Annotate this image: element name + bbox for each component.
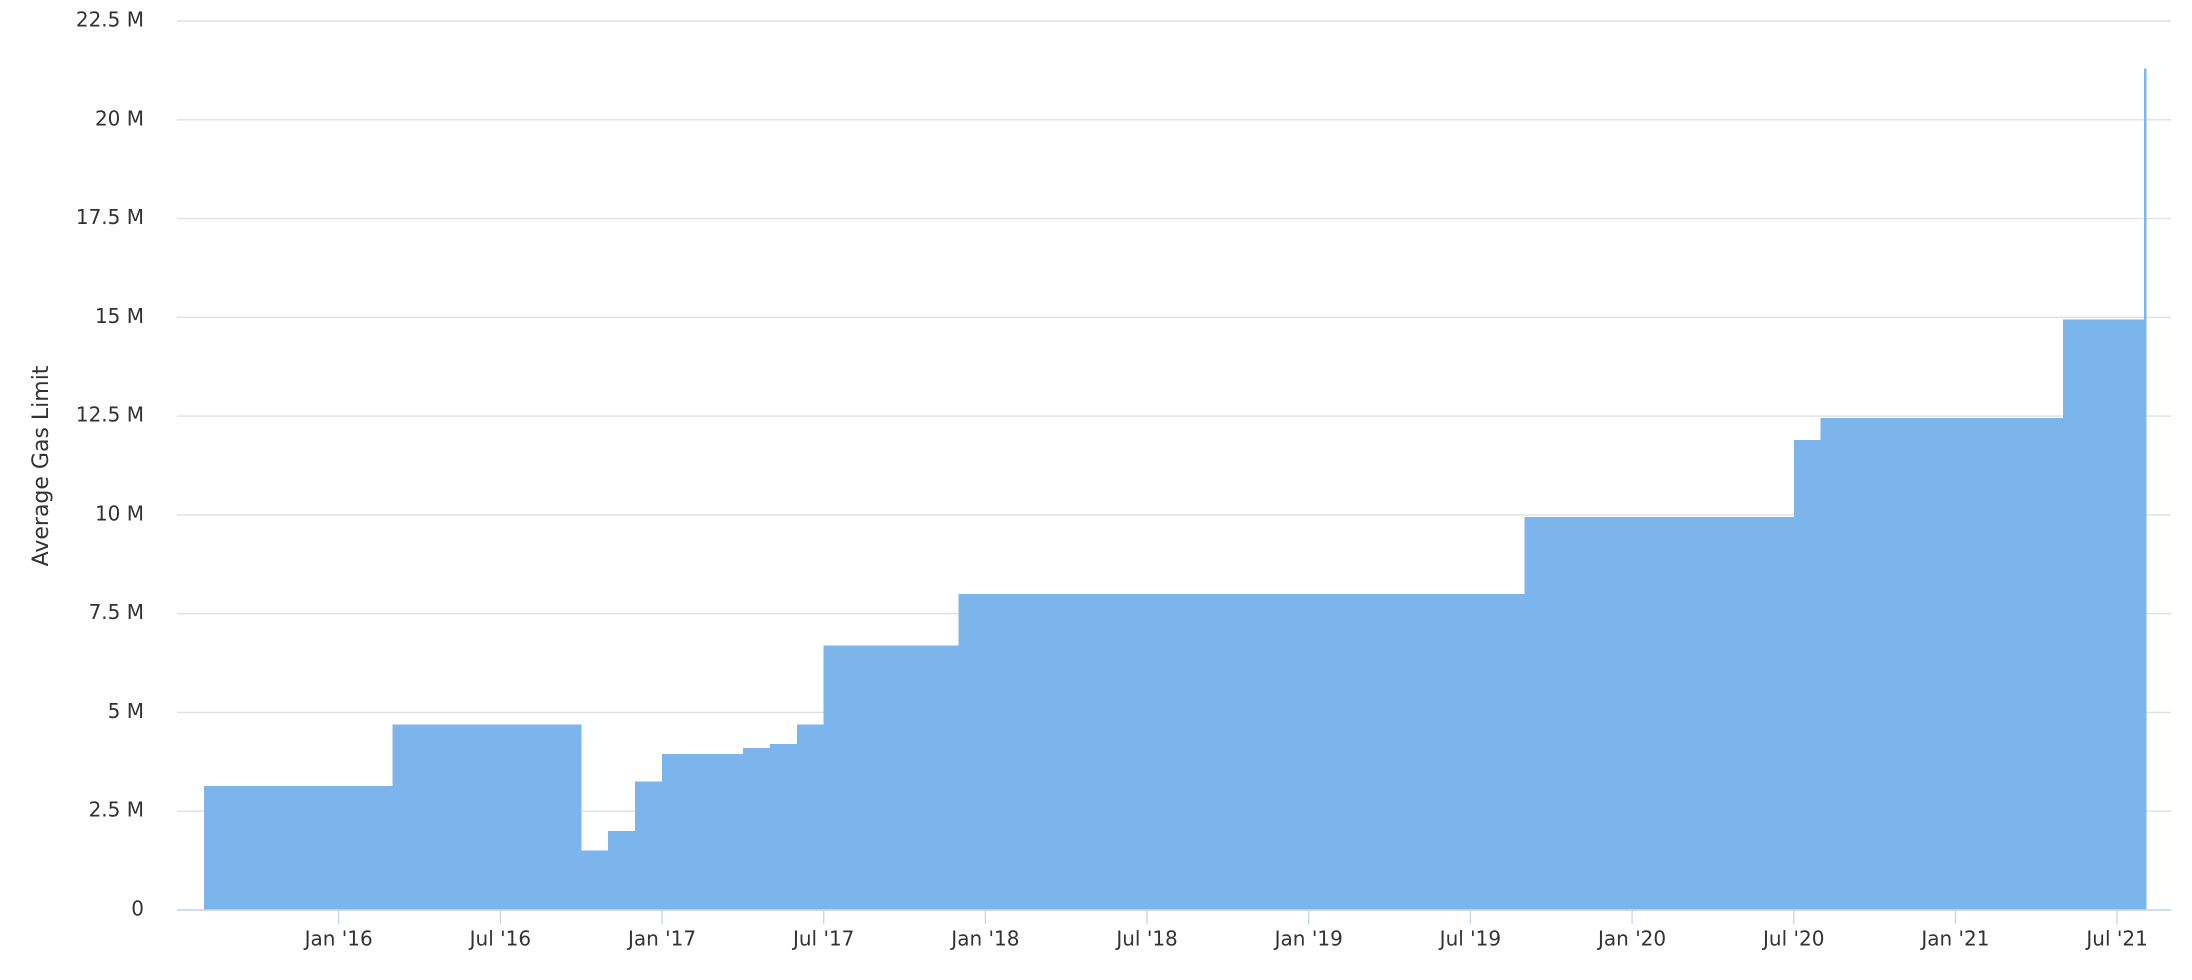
area-segment: [742, 748, 771, 910]
x-tick-label: Jan '21: [1919, 927, 1989, 951]
area-segment: [1093, 593, 1121, 910]
area-segment: [527, 724, 555, 910]
area-segment: [1632, 516, 1660, 910]
area-segment: [257, 785, 286, 910]
y-tick-label: 20 M: [95, 106, 144, 130]
area-segment: [1416, 593, 1444, 910]
area-segment: [1551, 516, 1579, 910]
y-tick-label: 5 M: [108, 699, 144, 723]
area-segment: [554, 724, 582, 910]
area-segment: [1362, 593, 1391, 910]
area-segment: [1928, 418, 1956, 910]
x-tick-label: Jul '19: [1438, 927, 1501, 951]
area-segment: [1712, 516, 1741, 910]
area-segment: [1012, 593, 1040, 910]
x-tick-label: Jan '18: [949, 927, 1019, 951]
area-segment: [1497, 593, 1525, 910]
area-segment: [1524, 516, 1552, 910]
area-segment: [1739, 516, 1768, 910]
area-segment: [1901, 418, 1929, 910]
area-segment: [2063, 319, 2091, 910]
area-segment: [1578, 516, 1606, 910]
y-tick-label: 22.5 M: [76, 8, 144, 32]
area-segment: [958, 593, 986, 910]
area-segment: [1443, 593, 1471, 910]
area-segment: [581, 850, 609, 910]
area-segment: [311, 785, 340, 910]
area-segment: [715, 753, 744, 910]
area-segment: [1066, 593, 1094, 910]
area-segment: [1874, 418, 1903, 910]
y-tick-label: 12.5 M: [76, 403, 144, 427]
area-segment: [931, 645, 959, 910]
area-segment: [338, 785, 367, 910]
area-segment: [1254, 593, 1283, 910]
area-segment: [662, 753, 690, 910]
area-segment: [1174, 593, 1202, 910]
area-segment: [1955, 418, 1983, 910]
area-segment: [1335, 593, 1364, 910]
area-segment: [419, 724, 447, 910]
x-tick-label: Jul '20: [1761, 927, 1824, 951]
x-tick-label: Jul '16: [468, 927, 531, 951]
area-segment: [1308, 593, 1337, 910]
y-axis-title: Average Gas Limit: [29, 365, 54, 566]
y-tick-label: 7.5 M: [89, 600, 144, 624]
area-segment: [1470, 593, 1498, 910]
x-tick-label: Jan '20: [1596, 927, 1666, 951]
area-segment: [2144, 68, 2147, 910]
area-segment: [635, 781, 663, 910]
area-segment: [823, 645, 852, 910]
y-tick-label: 15 M: [95, 304, 144, 328]
area-segment: [769, 744, 798, 910]
area-segment: [203, 785, 232, 910]
area-segment: [1147, 593, 1175, 910]
y-tick-label: 0: [131, 897, 144, 921]
area-segment: [1820, 418, 1849, 910]
area-segment: [2036, 418, 2064, 910]
x-tick-label: Jul '17: [791, 927, 854, 951]
y-tick-label: 10 M: [95, 501, 144, 525]
area-segment: [1200, 593, 1229, 910]
area-segment: [2090, 319, 2118, 910]
area-segment: [1847, 418, 1876, 910]
area-segment: [850, 645, 879, 910]
area-segment: [1766, 516, 1795, 910]
area-segment: [365, 785, 394, 910]
area-segment: [904, 645, 932, 910]
area-segment: [1685, 516, 1714, 910]
x-tick-label: Jul '18: [1114, 927, 1177, 951]
x-tick-label: Jan '16: [303, 927, 373, 951]
area-segment: [1659, 516, 1687, 910]
area-segment: [446, 724, 474, 910]
area-segment: [985, 593, 1013, 910]
area-segment: [688, 753, 717, 910]
area-segment: [500, 724, 528, 910]
area-segment: [796, 724, 825, 910]
area-segment: [230, 785, 259, 910]
area-segment: [1982, 418, 2010, 910]
area-segment: [2117, 319, 2145, 910]
area-segment: [1281, 593, 1310, 910]
area-segment: [877, 645, 906, 910]
area-segment: [1039, 593, 1067, 910]
x-tick-label: Jan '19: [1273, 927, 1343, 951]
y-tick-label: 17.5 M: [76, 205, 144, 229]
area-segment: [608, 830, 636, 910]
area-segment: [1605, 516, 1633, 910]
x-tick-label: Jan '17: [626, 927, 696, 951]
area-segment: [284, 785, 313, 910]
area-segment: [473, 724, 501, 910]
area-segment: [2009, 418, 2037, 910]
area-segment: [1227, 593, 1256, 910]
x-tick-label: Jul '21: [2084, 927, 2147, 951]
area-segment: [392, 724, 421, 910]
area-segment: [1120, 593, 1148, 910]
area-segment: [1389, 593, 1418, 910]
y-tick-label: 2.5 M: [89, 798, 144, 822]
area-segment: [1793, 439, 1822, 910]
